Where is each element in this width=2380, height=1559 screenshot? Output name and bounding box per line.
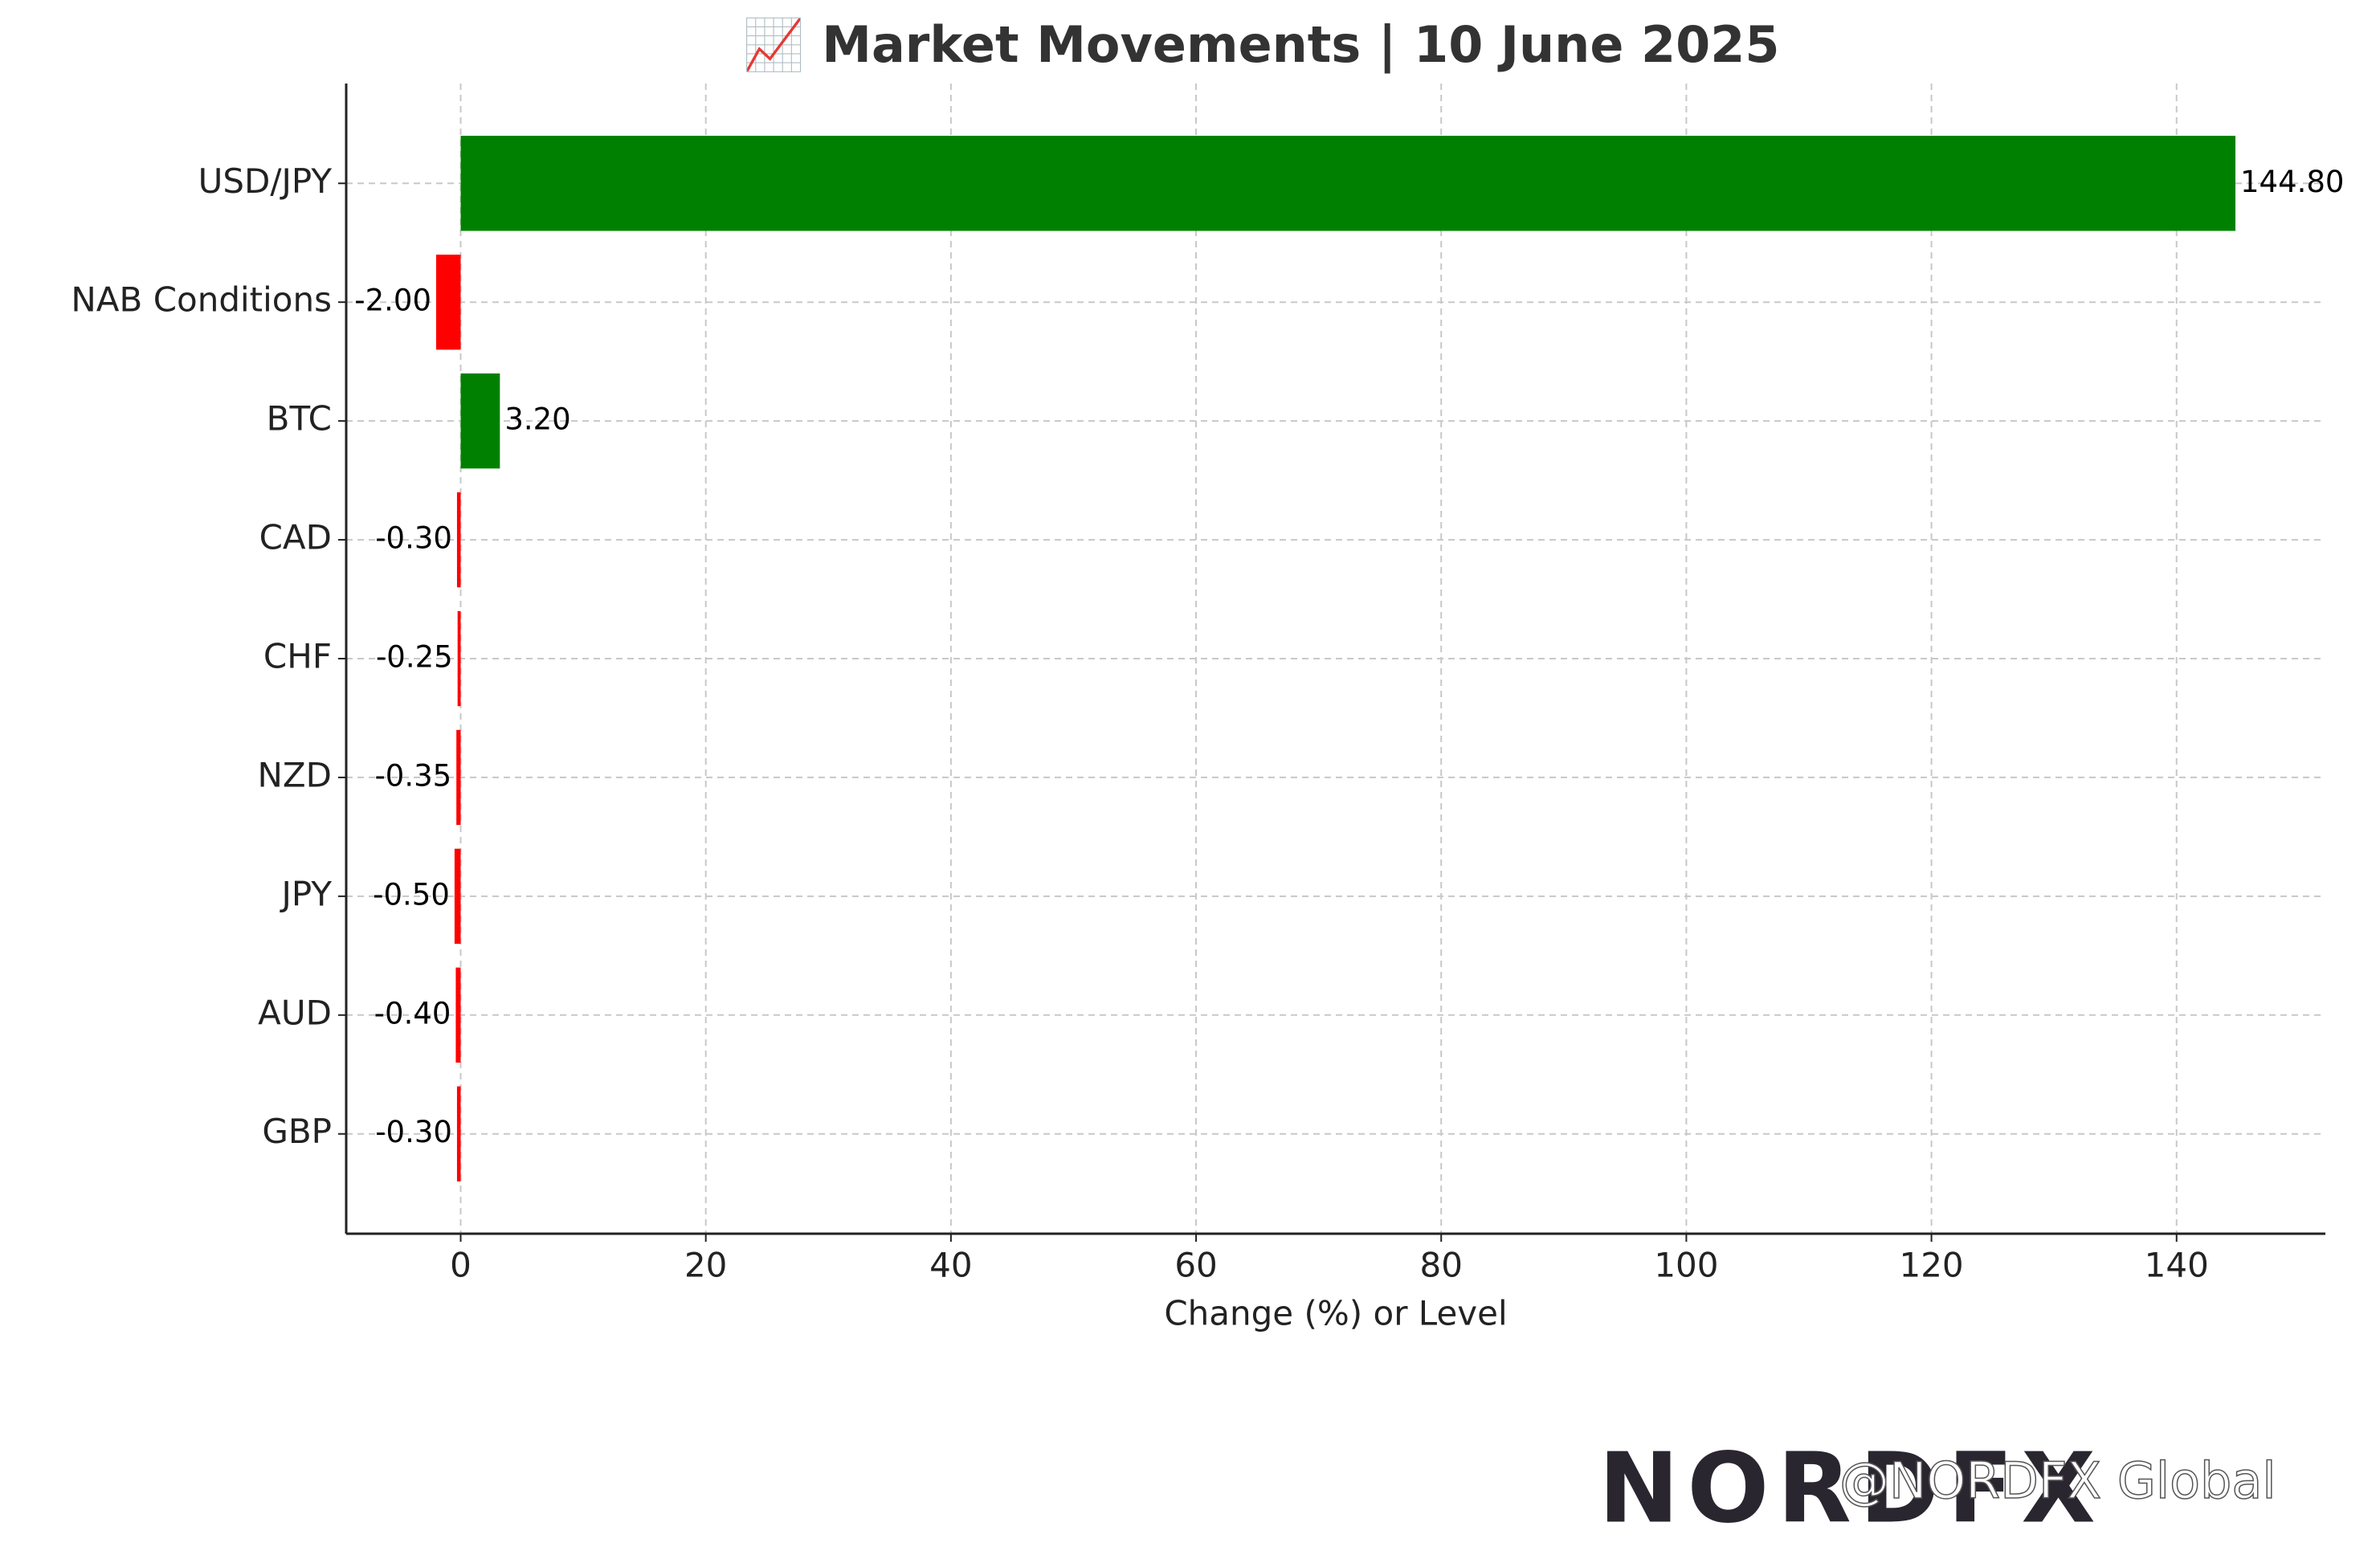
watermark-handle: @NORDFX Global — [1839, 1451, 2276, 1510]
y-tick-label: NAB Conditions — [71, 280, 332, 320]
bar — [460, 373, 500, 469]
x-tick-label: 120 — [1899, 1246, 1963, 1285]
bar — [456, 492, 461, 588]
bar — [436, 255, 461, 350]
chart-title: 📈 Market Movements | 10 June 2025 — [742, 15, 1779, 75]
value-label: 144.80 — [2240, 165, 2344, 199]
bar — [460, 136, 2236, 231]
y-tick-label: JPY — [280, 874, 333, 913]
x-tick-label: 40 — [929, 1246, 972, 1285]
value-label: -0.30 — [375, 1115, 452, 1149]
y-tick-label: NZD — [257, 755, 332, 794]
y-tick-label: AUD — [258, 993, 332, 1032]
bar — [454, 848, 461, 945]
bar — [457, 610, 461, 707]
value-label: -0.35 — [374, 758, 451, 793]
value-label: -0.30 — [375, 521, 452, 556]
y-tick-label: GBP — [262, 1112, 332, 1151]
value-label: 3.20 — [504, 402, 570, 437]
bar — [455, 967, 461, 1063]
bar — [456, 1086, 461, 1181]
x-tick-label: 20 — [684, 1246, 727, 1285]
x-axis-label: Change (%) or Level — [1164, 1294, 1507, 1333]
y-tick-label: CAD — [259, 518, 332, 557]
x-tick-label: 60 — [1174, 1246, 1217, 1285]
value-label: -0.50 — [373, 877, 450, 912]
x-tick-label: 140 — [2145, 1246, 2209, 1285]
x-tick-label: 0 — [450, 1246, 472, 1285]
x-tick-label: 80 — [1419, 1246, 1462, 1285]
value-label: -0.40 — [374, 996, 451, 1030]
y-tick-label: CHF — [263, 637, 332, 676]
x-tick-label: 100 — [1654, 1246, 1718, 1285]
value-label: -2.00 — [354, 284, 431, 318]
bar — [456, 729, 461, 826]
y-tick-label: USD/JPY — [198, 161, 333, 201]
y-tick-label: BTC — [267, 399, 332, 439]
watermark-logo: NORDFX — [1598, 1434, 2104, 1545]
value-label: -0.25 — [376, 640, 453, 675]
